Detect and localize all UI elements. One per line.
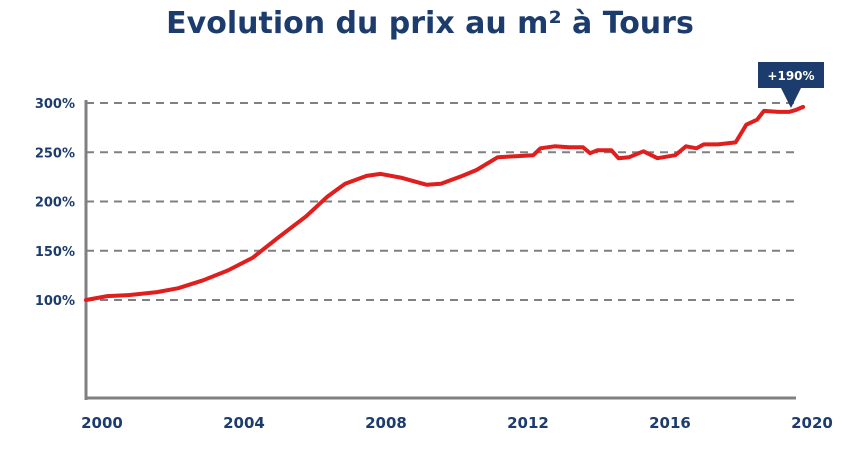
x-tick-label: 2020	[791, 414, 833, 432]
y-tick-label: 100%	[35, 294, 75, 309]
series-layer	[84, 104, 806, 302]
grid-layer	[86, 102, 796, 301]
x-tick-label: 2008	[365, 414, 407, 432]
x-tick-label: 2004	[223, 414, 265, 432]
y-tick-label: 300%	[35, 97, 75, 112]
y-tick-labels: 100% 150% 200% 250% 300%	[35, 97, 75, 309]
chart-title: Evolution du prix au m² à Tours	[166, 6, 694, 41]
y-tick-label: 200%	[35, 196, 75, 211]
x-tick-label: 2000	[81, 414, 123, 432]
x-tick-labels: 2000 2004 2008 2012 2016 2020	[81, 414, 833, 432]
annotation-layer: +190%	[758, 62, 824, 108]
y-tick-label: 250%	[35, 146, 75, 161]
annotation-badge-shape	[758, 62, 824, 108]
annotation-badge: +190%	[758, 62, 824, 108]
y-tick-label: 150%	[35, 245, 75, 260]
x-tick-label: 2012	[507, 414, 549, 432]
series-line	[84, 104, 806, 302]
annotation-label: +190%	[767, 69, 814, 83]
axis-layer	[84, 100, 796, 400]
x-tick-label: 2016	[649, 414, 691, 432]
